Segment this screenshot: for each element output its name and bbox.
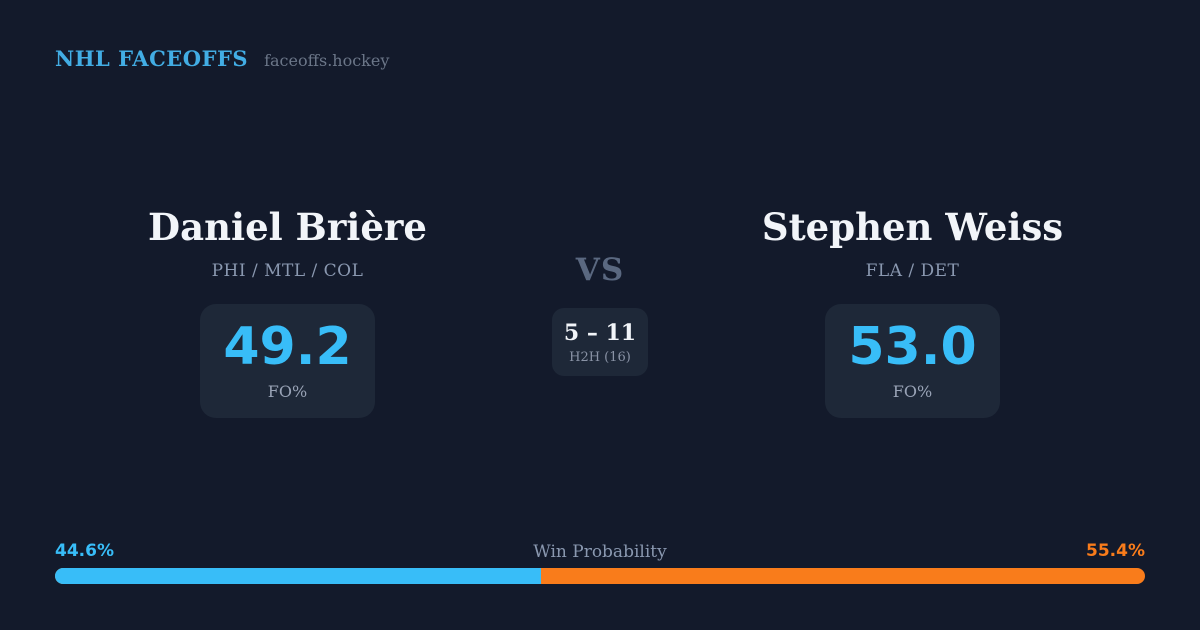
brand-title: NHL FACEOFFS (55, 46, 249, 71)
win-probability-bar (55, 568, 1145, 584)
player-right-teams: FLA / DET (865, 261, 960, 281)
h2h-score: 5 – 11 (563, 319, 637, 346)
player-right-fo-pct: 53.0 (848, 317, 977, 377)
player-right-name: Stephen Weiss (761, 205, 1064, 249)
win-probability-title: Win Probability (533, 542, 667, 562)
player-left-name: Daniel Brière (148, 205, 427, 249)
player-right-column: Stephen Weiss FLA / DET 53.0 FO% (725, 205, 1100, 418)
player-left-fo-pct: 49.2 (223, 317, 352, 377)
site-domain: faceoffs.hockey (264, 51, 390, 70)
win-probability-bar-left-segment (55, 568, 542, 584)
win-prob-right-pct: 55.4% (1086, 541, 1145, 561)
player-left-teams: PHI / MTL / COL (211, 261, 364, 281)
center-column: VS 5 – 11 H2H (16) (540, 252, 660, 376)
player-left-fo-label: FO% (267, 382, 308, 401)
player-left-stat-box: 49.2 FO% (200, 304, 375, 418)
player-right-fo-label: FO% (892, 382, 933, 401)
h2h-label: H2H (16) (569, 349, 631, 365)
player-right-stat-box: 53.0 FO% (825, 304, 1000, 418)
player-left-column: Daniel Brière PHI / MTL / COL 49.2 FO% (100, 205, 475, 418)
vs-label: VS (575, 252, 625, 288)
win-prob-left-pct: 44.6% (55, 541, 114, 561)
win-probability-labels: 44.6% Win Probability 55.4% (55, 541, 1145, 563)
h2h-box: 5 – 11 H2H (16) (552, 308, 648, 376)
header: NHL FACEOFFS faceoffs.hockey (55, 46, 389, 71)
